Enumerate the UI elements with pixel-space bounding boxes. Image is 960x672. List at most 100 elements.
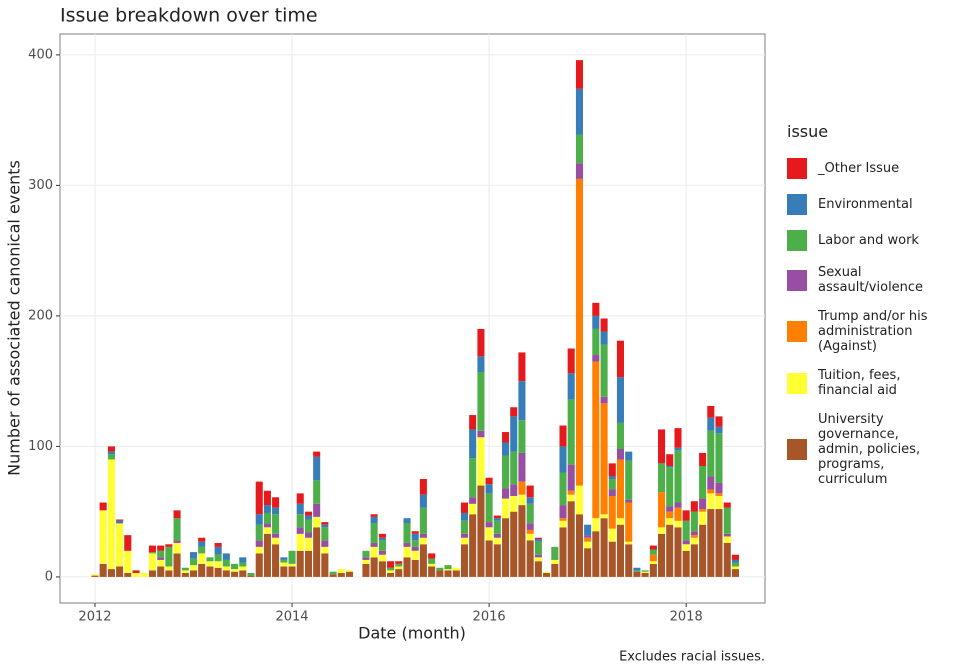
bar-segment <box>403 523 411 543</box>
bar-segment <box>296 550 304 577</box>
bar-segment <box>395 561 403 564</box>
bar-segment <box>707 476 715 490</box>
bar-segment <box>551 563 559 577</box>
bar-segment <box>608 479 616 490</box>
bar-segment <box>370 523 378 543</box>
bar-segment <box>198 541 206 547</box>
bar-segment <box>345 571 354 577</box>
bar-segment <box>526 485 534 498</box>
bar-segment <box>469 429 477 459</box>
bar-segment <box>592 315 600 329</box>
bar-segment <box>567 494 575 502</box>
bar-segment <box>707 493 715 510</box>
bar-segment <box>567 464 575 491</box>
x-axis-label: Date (month) <box>358 624 466 643</box>
bar-segment <box>239 562 247 567</box>
bar-segment <box>419 544 427 577</box>
bar-segment <box>460 533 469 538</box>
bar-segment <box>337 572 345 577</box>
bar-segment <box>116 519 124 521</box>
bar-segment <box>173 510 181 519</box>
bar-segment <box>107 459 115 570</box>
bar-segment <box>616 518 624 525</box>
bar-segment <box>485 477 493 485</box>
bar-segment <box>231 563 239 570</box>
bar-segment <box>107 569 115 577</box>
bar-segment <box>575 134 583 164</box>
bar-segment <box>255 514 263 525</box>
legend-label: _Other Issue <box>818 160 900 176</box>
bar-segment <box>263 505 271 513</box>
bar-segment <box>411 550 419 560</box>
bar-segment <box>99 563 107 577</box>
bar-segment <box>280 566 288 577</box>
bar-segment <box>206 561 214 567</box>
bar-segment <box>658 533 666 577</box>
bar-segment <box>272 533 280 538</box>
bar-segment <box>731 559 739 563</box>
bar-segment <box>608 495 616 529</box>
bar-segment <box>477 437 485 486</box>
bar-segment <box>329 571 337 575</box>
bar-segment <box>526 523 534 530</box>
bar-segment <box>575 514 583 577</box>
bar-segment <box>584 535 592 538</box>
bar-segment <box>690 501 698 512</box>
bar-segment <box>239 570 247 577</box>
bar-segment <box>608 528 616 542</box>
bar-segment <box>534 537 542 540</box>
bar-segment <box>124 550 132 573</box>
y-tick-label: 100 <box>28 439 53 454</box>
bar-segment <box>255 481 263 515</box>
bar-segment <box>444 569 452 571</box>
legend: issue _Other Issue Environmental Labor and… <box>787 122 957 501</box>
bar-segment <box>91 574 99 576</box>
bar-segment <box>140 572 148 577</box>
bar-segment <box>584 541 592 549</box>
bar-segment <box>189 552 198 559</box>
bar-segment <box>485 522 493 528</box>
bar-segment <box>731 569 739 577</box>
bar-segment <box>715 493 723 496</box>
bar-segment <box>731 554 739 560</box>
bar-segment <box>173 553 181 577</box>
bar-segment <box>584 548 592 577</box>
bar-segment <box>403 557 411 577</box>
bar-segment <box>559 518 567 521</box>
bar-segment <box>600 514 608 519</box>
bar-segment <box>649 563 657 577</box>
bar-segment <box>116 520 124 524</box>
bar-segment <box>600 318 608 332</box>
bar-segment <box>428 563 436 567</box>
x-tick-label: 2016 <box>473 610 506 625</box>
bar-segment <box>165 570 173 577</box>
bar-segment <box>107 454 115 460</box>
bar-segment <box>608 476 616 480</box>
bar-segment <box>362 550 370 558</box>
bar-segment <box>206 566 214 577</box>
bar-segment <box>313 456 321 481</box>
bar-segment <box>411 559 419 577</box>
legend-swatch <box>787 439 807 460</box>
bar-segment <box>99 510 107 564</box>
bar-segment <box>428 558 436 564</box>
bar-segment <box>649 545 657 550</box>
bar-segment <box>567 490 575 495</box>
bar-segment <box>107 451 115 455</box>
bar-segment <box>419 507 427 534</box>
bar-segment <box>534 561 542 577</box>
bar-segment <box>460 537 469 545</box>
bar-segment <box>551 559 559 564</box>
bar-segment <box>378 561 386 577</box>
bar-segment <box>231 569 239 572</box>
bar-segment <box>731 562 739 567</box>
bar-segment <box>674 450 682 503</box>
legend-swatch <box>787 372 807 394</box>
bar-segment <box>616 459 624 519</box>
bar-segment <box>575 485 583 515</box>
bar-segment <box>510 407 518 417</box>
bar-segment <box>165 546 173 567</box>
bar-segment <box>567 399 575 465</box>
